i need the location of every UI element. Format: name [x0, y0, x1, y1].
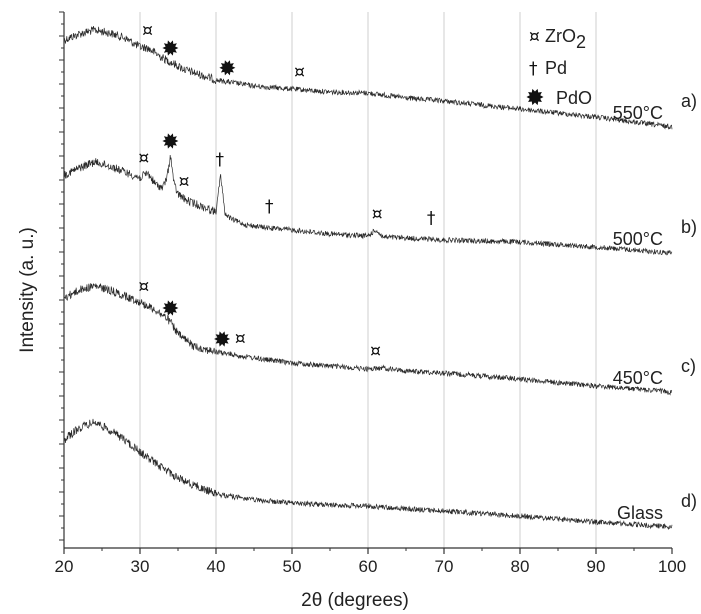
trace-tag-label: b) — [681, 217, 697, 237]
x-tick-label: 40 — [207, 557, 226, 576]
xrd-trace — [63, 283, 673, 396]
zro2-marker: ¤ — [138, 149, 149, 169]
trace-tag-label: c) — [681, 356, 696, 376]
pdo-marker — [214, 331, 231, 347]
pd-marker: † — [427, 208, 436, 228]
xrd-traces — [63, 26, 673, 531]
y-axis-title: Intensity (a. u.) — [17, 227, 38, 353]
legend-zro2-label: ZrO2 — [545, 26, 586, 52]
legend-pdo-symbol — [526, 88, 544, 106]
pdo-marker — [162, 300, 179, 316]
x-tick-label: 20 — [55, 557, 74, 576]
zro2-marker: ¤ — [235, 329, 246, 349]
x-tick-label: 90 — [587, 557, 606, 576]
zro2-marker: ¤ — [179, 172, 190, 192]
trace-name-label: 450°C — [613, 368, 663, 388]
xrd-trace — [63, 26, 673, 130]
pdo-marker — [162, 133, 179, 149]
trace-name-label: Glass — [617, 503, 663, 523]
x-tick-label: 80 — [511, 557, 530, 576]
legend-pd-symbol: † — [529, 59, 538, 79]
pd-marker: † — [216, 150, 225, 170]
xrd-trace — [63, 155, 673, 256]
x-tick-label: 60 — [359, 557, 378, 576]
legend-zro2-symbol: ¤ — [529, 27, 540, 47]
legend: ¤ ZrO2 † Pd PdO — [526, 26, 592, 108]
trace-name-label: 500°C — [613, 229, 663, 249]
zro2-marker: ¤ — [138, 277, 149, 297]
zro2-marker: ¤ — [142, 21, 153, 41]
x-tick-labels: 20 30 40 50 60 70 80 90 100 — [55, 557, 687, 576]
legend-pd-label: Pd — [545, 58, 567, 78]
trace-labels: 550°C a) 500°C b) 450°C c) Glass d) — [613, 91, 697, 523]
xrd-trace — [63, 418, 673, 531]
trace-tag-label: a) — [681, 91, 697, 111]
legend-pdo-label: PdO — [556, 88, 592, 108]
x-tick-label: 70 — [435, 557, 454, 576]
x-tick-label: 50 — [283, 557, 302, 576]
peak-markers: ¤ ¤ ¤ ¤ † † ¤ † ¤ ¤ ¤ — [138, 21, 435, 362]
x-axis-title: 2θ (degrees) — [301, 590, 409, 611]
vertical-gridlines — [139, 12, 597, 548]
zro2-marker: ¤ — [372, 204, 383, 224]
trace-name-label: 550°C — [613, 103, 663, 123]
zro2-marker: ¤ — [294, 63, 305, 83]
trace-tag-label: d) — [681, 491, 697, 511]
x-tick-label: 100 — [658, 557, 686, 576]
pdo-marker — [219, 60, 236, 76]
pdo-marker — [162, 40, 179, 56]
zro2-marker: ¤ — [370, 342, 381, 362]
axes — [59, 11, 673, 554]
pd-marker: † — [265, 197, 274, 217]
x-tick-label: 30 — [131, 557, 150, 576]
